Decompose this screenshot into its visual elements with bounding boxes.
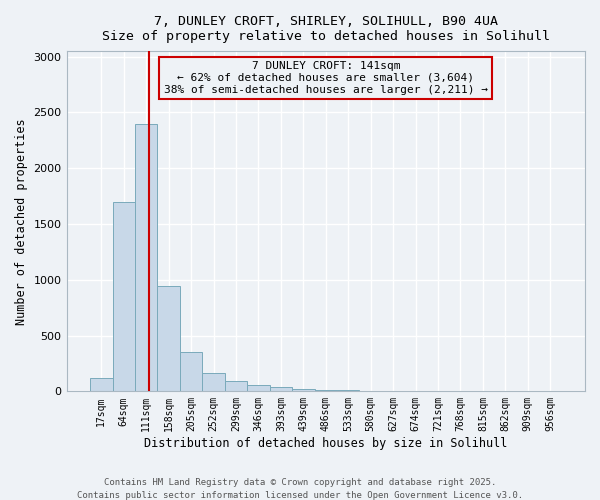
Bar bbox=[314, 390, 337, 392]
X-axis label: Distribution of detached houses by size in Solihull: Distribution of detached houses by size … bbox=[144, 437, 508, 450]
Bar bbox=[113, 202, 135, 392]
Y-axis label: Number of detached properties: Number of detached properties bbox=[15, 118, 28, 324]
Title: 7, DUNLEY CROFT, SHIRLEY, SOLIHULL, B90 4UA
Size of property relative to detache: 7, DUNLEY CROFT, SHIRLEY, SOLIHULL, B90 … bbox=[102, 15, 550, 43]
Text: Contains HM Land Registry data © Crown copyright and database right 2025.
Contai: Contains HM Land Registry data © Crown c… bbox=[77, 478, 523, 500]
Bar bbox=[292, 389, 314, 392]
Bar bbox=[269, 387, 292, 392]
Bar bbox=[359, 391, 382, 392]
Bar bbox=[225, 382, 247, 392]
Text: 7 DUNLEY CROFT: 141sqm
← 62% of detached houses are smaller (3,604)
38% of semi-: 7 DUNLEY CROFT: 141sqm ← 62% of detached… bbox=[164, 62, 488, 94]
Bar bbox=[135, 124, 157, 392]
Bar bbox=[90, 378, 113, 392]
Bar bbox=[157, 286, 180, 392]
Bar bbox=[247, 384, 269, 392]
Bar bbox=[337, 390, 359, 392]
Bar bbox=[180, 352, 202, 392]
Bar bbox=[202, 374, 225, 392]
